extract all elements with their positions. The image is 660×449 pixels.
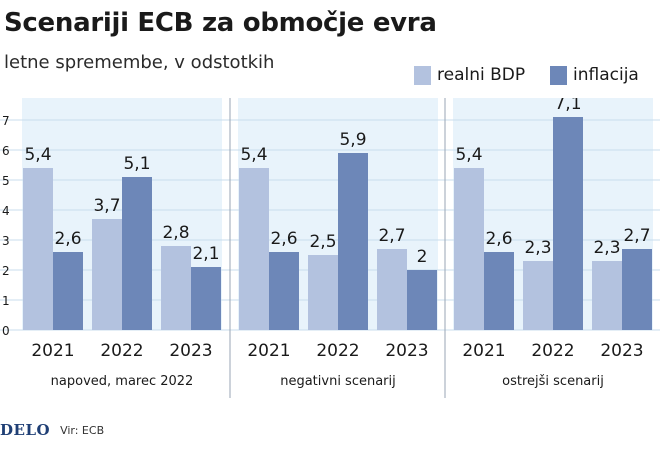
x-tick-label: 2021 — [31, 341, 74, 361]
bar-value-label: 2,5 — [309, 232, 336, 252]
bar-realni-bdp — [23, 168, 53, 330]
chart-subtitle: letne spremembe, v odstotkih — [4, 52, 275, 73]
bar-inflacija — [191, 267, 221, 330]
x-tick-label: 2023 — [385, 341, 428, 361]
bar-value-label: 5,4 — [24, 145, 51, 165]
bar-realni-bdp — [377, 249, 407, 330]
bar-value-label: 2 — [417, 247, 428, 267]
bar-inflacija — [407, 270, 437, 330]
x-tick-label: 2022 — [100, 341, 143, 361]
bar-realni-bdp — [454, 168, 484, 330]
bar-value-label: 2,7 — [623, 226, 650, 246]
x-tick-label: 2021 — [247, 341, 290, 361]
bar-inflacija — [553, 117, 583, 330]
legend-item-inflacija: inflacija — [550, 65, 639, 85]
x-tick-label: 2023 — [169, 341, 212, 361]
bar-value-label: 5,4 — [455, 145, 482, 165]
bar-value-label: 2,8 — [162, 223, 189, 243]
bar-realni-bdp — [239, 168, 269, 330]
y-tick-label: 6 — [2, 144, 10, 158]
legend-swatch-inflacija — [550, 65, 567, 85]
y-tick-label: 5 — [2, 174, 10, 188]
y-tick-label: 1 — [2, 294, 10, 308]
x-tick-label: 2023 — [600, 341, 643, 361]
bar-value-label: 3,7 — [93, 196, 120, 216]
x-tick-label: 2021 — [462, 341, 505, 361]
bar-inflacija — [484, 252, 514, 330]
source-note: Vir: ECB — [60, 423, 105, 437]
y-tick-label: 4 — [2, 204, 10, 218]
bar-value-label: 2,3 — [593, 238, 620, 258]
legend-label-inflacija: inflacija — [573, 65, 639, 85]
bar-chart: 0 1 2 3 4 5 6 7 5,4 2,6 2021 3,7 5,1 2022 2,82,1 2023 na… — [0, 98, 660, 398]
bar-inflacija — [53, 252, 83, 330]
group-label: ostrejši scenarij — [502, 374, 604, 389]
y-tick-label: 0 — [2, 324, 10, 338]
bar-realni-bdp — [523, 261, 553, 330]
bar-value-label: 2,3 — [524, 238, 551, 258]
bar-value-label: 2,1 — [192, 244, 219, 264]
y-tick-label: 7 — [2, 114, 10, 128]
legend-swatch-realni-bdp — [414, 65, 431, 85]
bar-inflacija — [622, 249, 652, 330]
y-tick-label: 2 — [2, 264, 10, 278]
bar-realni-bdp — [592, 261, 622, 330]
bar-value-label: 7,1 — [554, 98, 581, 114]
bar-value-label: 2,6 — [270, 229, 297, 249]
bar-value-label: 5,9 — [339, 130, 366, 150]
publisher-logo: DELO — [0, 421, 51, 439]
x-tick-label: 2022 — [531, 341, 574, 361]
bar-realni-bdp — [308, 255, 338, 330]
y-tick-label: 3 — [2, 234, 10, 248]
bar-value-label: 2,6 — [54, 229, 81, 249]
bar-value-label: 5,4 — [240, 145, 267, 165]
legend-label-realni-bdp: realni BDP — [437, 65, 526, 85]
bar-inflacija — [269, 252, 299, 330]
bar-value-label: 2,7 — [378, 226, 405, 246]
footer: DELO Vir: ECB — [0, 418, 104, 442]
bar-inflacija — [122, 177, 152, 330]
bar-value-label: 2,6 — [485, 229, 512, 249]
bar-inflacija — [338, 153, 368, 330]
bar-value-label: 5,1 — [123, 154, 150, 174]
bar-realni-bdp — [161, 246, 191, 330]
x-tick-label: 2022 — [316, 341, 359, 361]
legend-item-realni-bdp: realni BDP — [414, 65, 525, 85]
bar-realni-bdp — [92, 219, 122, 330]
chart-title: Scenariji ECB za območje evra — [4, 8, 437, 38]
group-label: negativni scenarij — [280, 374, 396, 389]
group-label: napoved, marec 2022 — [51, 374, 194, 389]
